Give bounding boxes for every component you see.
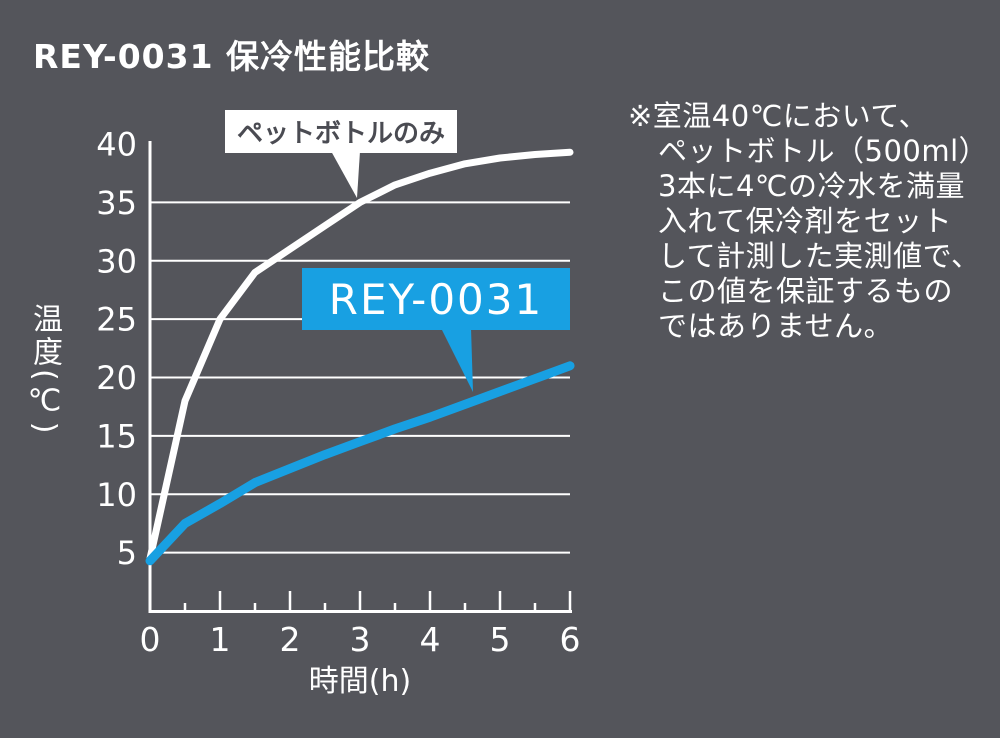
footnote-line: 3本に4℃の冷水を満量 xyxy=(658,169,965,203)
rey-callout-pointer xyxy=(441,328,473,392)
petbottle-callout-label: ペットボトルのみ xyxy=(225,110,457,153)
y-tick-label: 10 xyxy=(96,476,137,514)
x-tick-label: 5 xyxy=(490,620,511,659)
footnote-line: この値を保証するもの xyxy=(658,274,954,308)
x-tick-label: 6 xyxy=(560,620,581,659)
y-tick-label: 20 xyxy=(96,359,137,397)
y-tick-label: 30 xyxy=(96,242,137,280)
x-tick-label: 0 xyxy=(140,620,161,659)
series-line-petbottle-only xyxy=(146,148,574,562)
y-axis-title: 温度(℃) xyxy=(27,303,62,437)
x-tick-label: 4 xyxy=(420,620,441,659)
y-tick-label: 40 xyxy=(96,126,137,164)
x-axis-title: 時間(h) xyxy=(308,664,412,699)
footnote-line: して計測した実測値で、 xyxy=(658,239,981,273)
y-tick-label: 35 xyxy=(96,184,137,222)
y-tick-label: 15 xyxy=(96,417,137,455)
y-tick-label: 5 xyxy=(117,534,137,572)
footnote-line: 入れて保冷剤をセット xyxy=(658,204,953,238)
footnote-line: ※室温40℃において、 xyxy=(628,99,928,133)
petbottle-callout-pointer xyxy=(331,151,360,198)
footnote: ※室温40℃において、 ペットボトル（500ml） 3本に4℃の冷水を満量 入れ… xyxy=(628,99,1000,344)
footnote-line: ではありません。 xyxy=(658,309,894,343)
x-tick-label: 2 xyxy=(280,620,301,659)
x-tick-label: 1 xyxy=(210,620,231,659)
series-line-rey-0031 xyxy=(145,361,575,566)
page-title: REY-0031 保冷性能比較 xyxy=(33,37,431,76)
x-tick-label: 3 xyxy=(350,620,371,659)
footnote-line: ペットボトル（500ml） xyxy=(658,134,989,168)
y-tick-label: 25 xyxy=(96,301,137,339)
rey-0031-callout-label: REY-0031 xyxy=(302,268,570,330)
